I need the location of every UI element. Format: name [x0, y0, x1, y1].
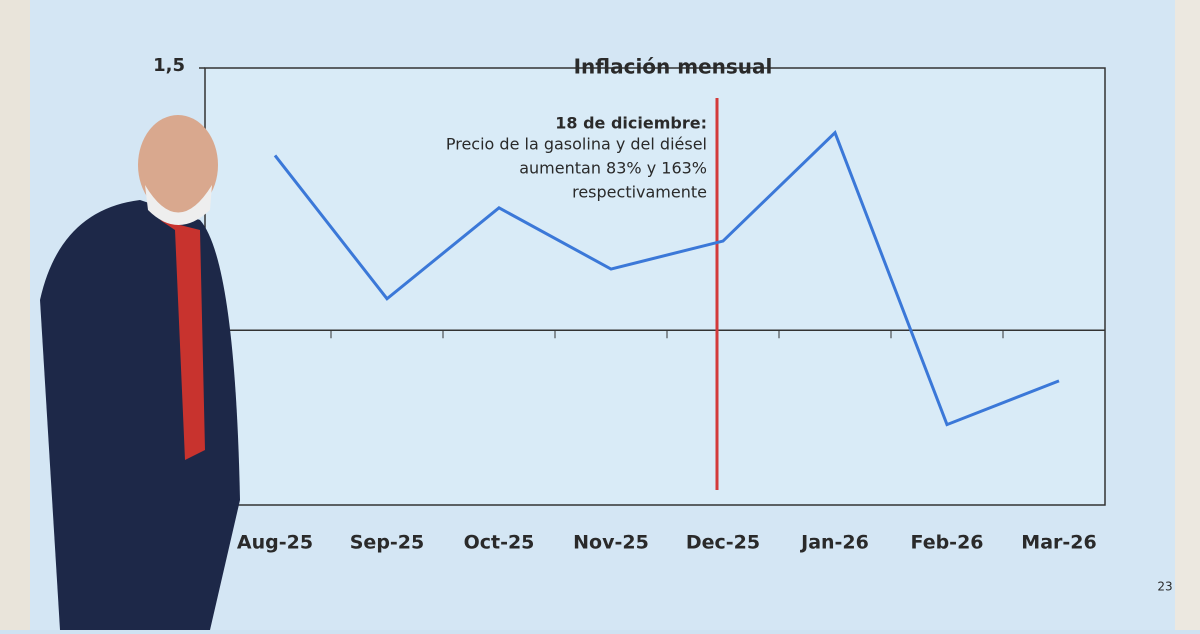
wall: [0, 0, 30, 630]
annotation-title: 18 de diciembre:: [555, 114, 707, 133]
x-tick-label: Sep-25: [350, 532, 425, 554]
x-tick-label: Feb-26: [910, 532, 983, 554]
x-tick-label: Aug-25: [237, 532, 313, 554]
data-line: [273, 130, 1060, 427]
x-tick-label: Nov-25: [573, 532, 649, 554]
speaker: [40, 115, 240, 630]
page-number: 23: [1157, 580, 1172, 594]
plot-frame: [204, 67, 1106, 506]
y-tick-label: 1,5: [153, 55, 185, 76]
x-tick-label: Mar-26: [1021, 532, 1096, 554]
x-tick-label: Oct-25: [464, 532, 535, 554]
x-tick-label: Dec-25: [686, 532, 760, 554]
annotation-line: aumentan 83% y 163%: [519, 159, 707, 178]
chart-title: Inflación mensual: [574, 55, 773, 79]
annotation-line: Precio de la gasolina y del diésel: [446, 135, 707, 154]
x-tick-label: Jan-26: [799, 532, 869, 554]
annotation-line: respectivamente: [572, 183, 707, 202]
wall: [1175, 0, 1200, 630]
